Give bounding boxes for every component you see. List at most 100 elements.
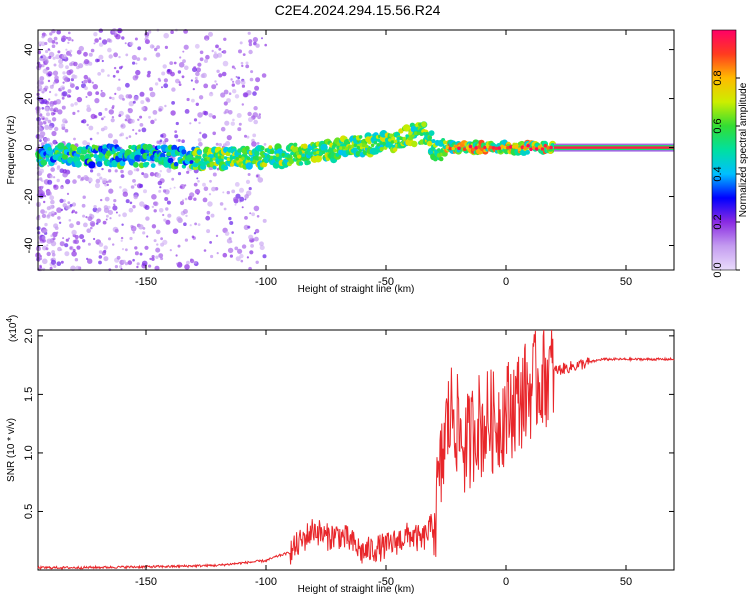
noise-speckle	[170, 30, 174, 34]
ridge-core-cell	[414, 131, 418, 135]
noise-speckle	[40, 80, 44, 85]
noise-speckle	[177, 139, 181, 142]
y-scale-exponent: 4	[5, 318, 14, 323]
noise-speckle	[215, 83, 218, 86]
noise-speckle	[54, 126, 59, 132]
noise-speckle	[255, 260, 259, 264]
ridge-core-cell	[448, 146, 453, 151]
ridge-core-cell	[223, 156, 228, 160]
ridge-core-cell	[313, 151, 317, 155]
noise-speckle	[184, 197, 188, 201]
noise-speckle	[41, 64, 45, 68]
noise-speckle	[228, 110, 233, 115]
noise-speckle	[47, 37, 53, 43]
noise-speckle	[52, 139, 58, 145]
ridge-cell	[111, 159, 119, 168]
noise-speckle	[179, 185, 183, 189]
ridge-cell	[171, 144, 178, 151]
noise-speckle	[124, 262, 129, 266]
noise-speckle	[202, 197, 208, 203]
noise-speckle	[111, 96, 115, 101]
noise-speckle	[179, 200, 185, 206]
ridge-cell	[80, 148, 88, 155]
noise-speckle	[163, 78, 168, 83]
noise-speckle	[52, 56, 56, 60]
noise-speckle	[89, 221, 96, 227]
noise-speckle	[170, 71, 175, 77]
noise-speckle	[197, 223, 201, 227]
noise-speckle	[95, 58, 99, 63]
ridge-core-cell	[494, 146, 499, 151]
ridge-core-cell	[425, 131, 430, 136]
noise-speckle	[192, 88, 195, 91]
noise-speckle	[127, 260, 133, 265]
noise-speckle	[121, 223, 124, 226]
noise-speckle	[142, 227, 146, 230]
noise-speckle	[249, 250, 254, 255]
noise-speckle	[158, 108, 162, 112]
ridge-core-cell	[365, 144, 369, 149]
noise-speckle	[167, 69, 171, 72]
noise-speckle	[254, 85, 260, 91]
noise-speckle	[41, 35, 45, 39]
noise-speckle	[51, 250, 55, 254]
noise-speckle	[144, 205, 150, 210]
noise-speckle	[128, 135, 132, 138]
noise-speckle	[255, 43, 260, 48]
x-tick-label: 50	[620, 276, 632, 288]
ridge-core-cell	[532, 145, 536, 150]
ridge-core-cell	[442, 145, 447, 149]
noise-speckle	[56, 207, 62, 213]
ridge-core-cell	[396, 136, 401, 141]
noise-speckle	[98, 54, 104, 60]
noise-speckle	[108, 188, 114, 194]
noise-speckle	[132, 258, 135, 262]
noise-speckle	[149, 257, 152, 261]
noise-speckle	[206, 210, 211, 215]
noise-speckle	[245, 64, 250, 69]
ridge-cell	[82, 146, 86, 151]
bottom-y-axis-label: SNR (10 * v/v)	[6, 418, 17, 482]
ridge-core-cell	[491, 146, 496, 150]
noise-speckle	[136, 265, 139, 269]
noise-speckle	[234, 182, 240, 187]
noise-speckle	[176, 262, 179, 265]
ridge-core-cell	[209, 158, 214, 162]
noise-speckle	[228, 216, 232, 221]
noise-speckle	[39, 237, 43, 241]
ridge-core-cell	[249, 157, 254, 162]
noise-speckle	[164, 104, 167, 108]
noise-speckle	[65, 238, 69, 242]
noise-speckle	[175, 254, 178, 257]
noise-speckle	[58, 59, 64, 64]
noise-speckle	[237, 248, 243, 254]
noise-speckle	[159, 139, 163, 143]
noise-speckle	[49, 90, 52, 94]
noise-speckle	[164, 197, 169, 201]
noise-speckle	[98, 112, 103, 116]
noise-speckle	[102, 220, 107, 225]
noise-speckle	[224, 109, 229, 114]
ridge-cell	[411, 140, 418, 148]
noise-speckle	[232, 80, 235, 83]
noise-speckle	[83, 175, 89, 180]
ridge-core-cell	[298, 151, 303, 155]
noise-speckle	[118, 78, 121, 81]
ridge-core-cell	[212, 157, 216, 161]
noise-speckle	[107, 205, 111, 209]
noise-speckle	[251, 141, 257, 147]
noise-speckle	[169, 187, 172, 190]
noise-speckle	[186, 260, 190, 265]
noise-speckle	[42, 68, 48, 74]
noise-speckle	[203, 186, 209, 192]
noise-speckle	[235, 256, 241, 262]
noise-speckle	[181, 139, 185, 143]
noise-speckle	[246, 135, 250, 139]
noise-speckle	[244, 194, 249, 199]
noise-speckle	[94, 182, 101, 189]
noise-speckle	[60, 85, 66, 91]
noise-speckle	[210, 254, 214, 259]
noise-speckle	[49, 266, 53, 270]
noise-speckle	[264, 43, 268, 47]
noise-speckle	[228, 92, 232, 95]
